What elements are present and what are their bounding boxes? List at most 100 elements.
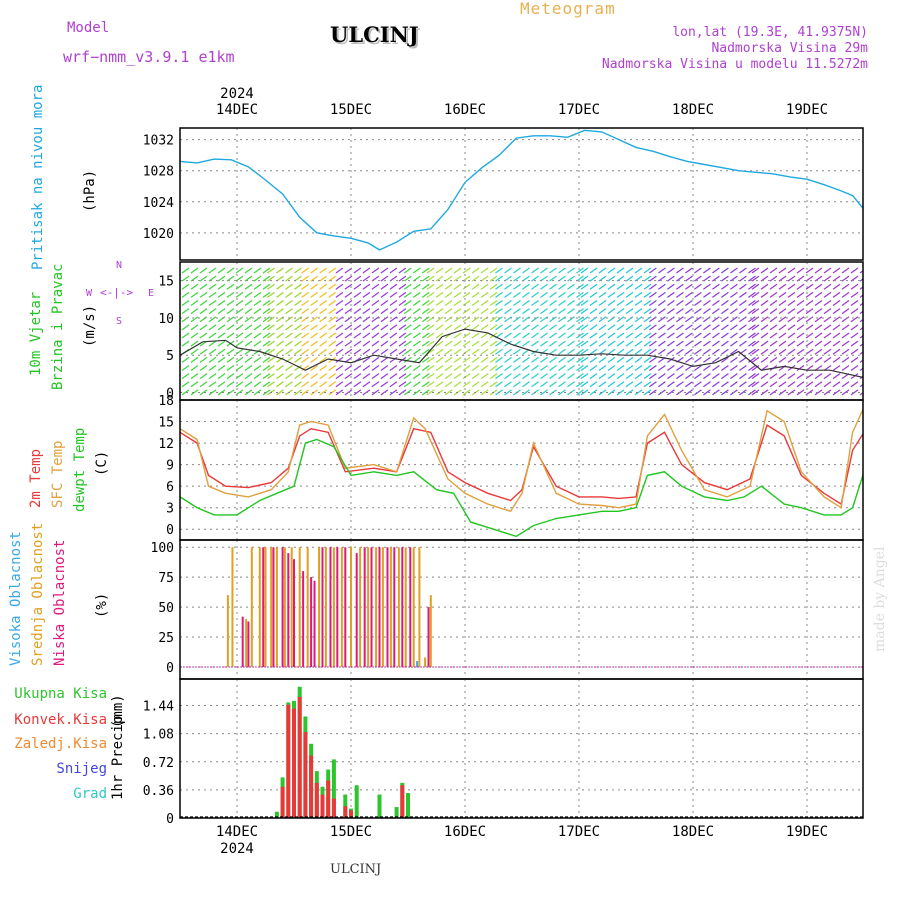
wind-barb: [676, 267, 684, 274]
wind-barb: [685, 381, 693, 388]
wind-barb: [276, 308, 284, 315]
wind-barb: [226, 267, 235, 274]
wind-barb: [226, 373, 235, 380]
wind-barb: [513, 308, 521, 315]
wind-barb: [540, 299, 548, 307]
wind-barb: [380, 364, 389, 372]
wind-barb: [643, 389, 652, 396]
wind-barb: [796, 299, 805, 307]
wind-barb: [823, 267, 832, 274]
wind-barb: [589, 332, 598, 339]
wind-barb: [643, 267, 652, 274]
wind-barb: [769, 299, 778, 307]
wind-barb: [531, 356, 539, 363]
wind-barb: [362, 381, 371, 388]
wind-barb: [371, 348, 380, 355]
wind-barb: [739, 332, 747, 339]
wind-barb: [328, 291, 337, 298]
wind-barb: [344, 364, 353, 372]
wind-barb: [796, 316, 805, 323]
wind-barb: [787, 324, 796, 331]
wind-barb: [778, 381, 787, 388]
wind-barb: [262, 291, 271, 298]
wind-barb: [444, 356, 453, 363]
wind-barb: [285, 316, 293, 323]
wind-barb: [540, 324, 548, 331]
wind-barb: [328, 340, 337, 347]
wind-barb: [598, 316, 607, 323]
wind-barb: [676, 373, 684, 380]
wind-barb: [310, 267, 319, 274]
wind-barb: [335, 356, 344, 363]
wind-barb: [676, 299, 684, 307]
wind-barb: [244, 308, 253, 315]
wind-barb: [294, 348, 302, 355]
wind-barb: [335, 291, 344, 298]
wind-barb: [616, 324, 625, 331]
series-line: [180, 438, 863, 538]
wind-barb: [421, 267, 430, 274]
precip-bar: [400, 785, 405, 818]
wind-barb: [607, 267, 616, 274]
series-line: [180, 328, 863, 378]
wind-barb: [685, 389, 693, 396]
wind-barb: [739, 275, 747, 282]
wind-barb: [362, 299, 371, 307]
wind-barb: [335, 364, 344, 372]
wind-barb: [190, 324, 199, 331]
wind-barb: [226, 299, 235, 307]
wind-barb: [276, 291, 284, 298]
precip-bar: [326, 780, 331, 818]
wind-barb: [748, 291, 756, 298]
wind-barb: [412, 291, 421, 298]
wind-barb: [730, 283, 738, 290]
wind-barb: [823, 373, 832, 380]
precip-legend-snow: Snijeg: [56, 761, 107, 777]
wind-barb: [649, 308, 657, 315]
wind-barb: [412, 299, 421, 307]
wind-barb: [796, 381, 805, 388]
wind-barb: [850, 364, 859, 372]
series-group: [180, 686, 863, 818]
wind-barb: [294, 373, 302, 380]
wind-barb: [495, 267, 503, 274]
wind-barb: [769, 308, 778, 315]
precip-bar: [297, 696, 302, 818]
wind-barb: [712, 308, 720, 315]
wind-barb: [531, 332, 539, 339]
wind-barb: [751, 332, 760, 339]
wind-barb: [371, 340, 380, 347]
wind-barb: [328, 364, 337, 372]
wind-barb: [513, 324, 521, 331]
wind-barb: [850, 332, 859, 339]
wind-barb: [598, 324, 607, 331]
precip-bar: [309, 755, 314, 818]
wind-barb: [703, 364, 711, 372]
wind-barb: [504, 340, 512, 347]
wind-barb: [778, 316, 787, 323]
wind-barb: [353, 316, 362, 323]
wind-barb: [685, 324, 693, 331]
wind-barb: [412, 340, 421, 347]
wind-barb: [598, 332, 607, 339]
wind-barb: [513, 356, 521, 363]
wind-barb: [703, 348, 711, 355]
wind-barb: [549, 267, 557, 274]
wind-barb: [319, 299, 328, 307]
precip-bar: [314, 782, 319, 818]
wind-barb: [721, 373, 729, 380]
wind-barb: [462, 332, 471, 339]
panel-frame: [179, 678, 864, 819]
wind-barb: [549, 299, 557, 307]
wind-barb: [262, 364, 271, 372]
wind-barb: [751, 381, 760, 388]
bottom-day-label: 19DEC: [786, 824, 828, 840]
wind-barb: [859, 302, 863, 307]
wind-barb: [841, 348, 850, 355]
wind-barb: [522, 267, 530, 274]
wind-barb: [730, 340, 738, 347]
wind-barb: [739, 389, 747, 396]
wind-barb: [362, 348, 371, 355]
wind-barb: [634, 308, 643, 315]
wind-barb: [531, 299, 539, 307]
